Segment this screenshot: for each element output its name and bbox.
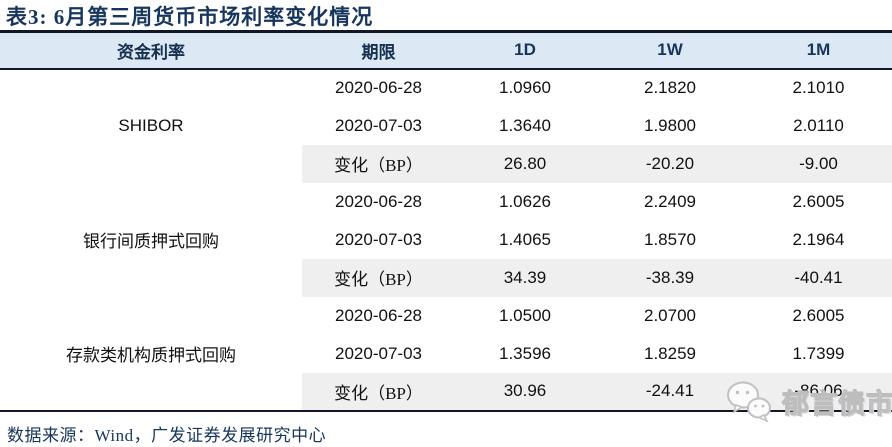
value-cell: 2.1964 [792,229,845,249]
value-cell: -40.41 [745,258,892,297]
value-cell: 26.80 [455,144,595,183]
table-row: 2020-07-03 1.4065 1.8570 2.1964 [0,221,892,259]
value-cell: 1.9800 [644,115,696,135]
col-header-term: 期限 [302,31,455,70]
data-source-note: 数据来源：Wind，广发证券发展研究中心 [7,425,327,445]
term-cell: 2020-07-03 [335,115,422,135]
term-cell-change: 变化（BP） [302,372,455,411]
money-market-rates-table: 资金利率 期限 1D 1W 1M SHIBOR 2020-06-28 1.096… [0,30,892,412]
value-cell: 1.4065 [499,229,551,249]
value-cell: 1.3596 [499,343,551,363]
value-cell: 2.0110 [793,115,844,135]
term-cell: 2020-06-28 [335,78,422,97]
value-cell: -86.06 [745,372,892,411]
header-row: 资金利率 期限 1D 1W 1M [0,31,892,70]
value-cell: -9.00 [745,144,892,183]
value-cell: 34.39 [455,258,595,297]
term-cell-change: 变化（BP） [302,144,455,183]
term-cell: 2020-06-28 [335,191,422,211]
value-cell: 1.7399 [792,343,845,363]
col-header-1w: 1W [595,31,745,70]
value-cell: -20.20 [595,144,745,183]
table-row-change: 变化（BP） 26.80 -20.20 -9.00 [0,144,892,183]
value-cell: 1.0626 [499,191,551,211]
value-cell: 2.0700 [644,305,696,325]
value-cell: 2.2409 [644,191,696,211]
value-cell: 30.96 [455,372,595,411]
term-cell: 2020-07-03 [335,343,422,363]
value-cell: 1.0960 [499,78,551,97]
value-cell: 1.0500 [499,305,551,325]
term-cell: 2020-07-03 [335,229,422,249]
value-cell: -38.39 [595,258,745,297]
value-cell: 2.6005 [792,305,845,325]
term-cell-change: 变化（BP） [302,258,455,297]
table-title: 表3: 6月第三周货币市场利率变化情况 [6,5,374,29]
value-cell: 1.8570 [644,229,696,249]
table-row: 2020-07-03 1.3596 1.8259 1.7399 [0,335,892,373]
value-cell: 2.1010 [792,78,845,97]
term-cell: 2020-06-28 [335,305,422,325]
table-row-change: 变化（BP） 30.96 -24.41 -86.06 [0,372,892,411]
table-row: SHIBOR 2020-06-28 1.0960 2.1820 2.1010 [0,68,892,183]
col-header-1d: 1D [455,31,595,70]
col-header-1m: 1M [745,31,892,70]
value-cell: 2.1820 [644,78,696,97]
table-row: 存款类机构质押式回购 2020-06-28 1.0500 2.0700 2.60… [0,296,892,411]
group-label-depository-repo: 存款类机构质押式回购 [0,296,302,411]
table-row-change: 变化（BP） 34.39 -38.39 -40.41 [0,258,892,297]
value-cell: 1.8259 [644,343,696,363]
group-label-shibor: SHIBOR [0,68,302,183]
table-row: 2020-07-03 1.3640 1.9800 2.0110 [0,107,892,145]
value-cell: 1.3640 [499,115,551,135]
value-cell: 2.6005 [792,191,845,211]
value-cell: -24.41 [595,372,745,411]
table-row: 银行间质押式回购 2020-06-28 1.0626 2.2409 2.6005 [0,182,892,297]
col-header-fund-rate: 资金利率 [0,31,302,70]
group-label-interbank-repo: 银行间质押式回购 [0,182,302,297]
